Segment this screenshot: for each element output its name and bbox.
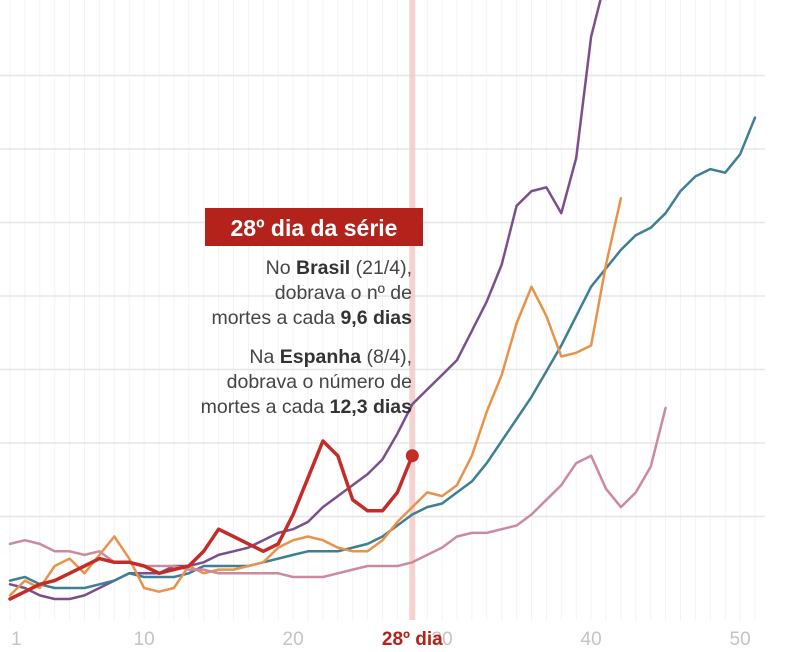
x-tick-highlight-label: 28º dia xyxy=(382,629,443,650)
annotation-espanha-line: mortes a cada 12,3 dias xyxy=(201,396,413,418)
series-line-teal xyxy=(8,116,757,590)
x-tick-label: 10 xyxy=(134,629,155,650)
annotation-espanha-line: dobrava o número de xyxy=(227,371,412,393)
x-tick-label: 20 xyxy=(283,629,304,650)
annotation: 28º dia da série No Brasil (21/4), dobrava… xyxy=(201,208,423,418)
annotation-brasil-line: No Brasil (21/4), xyxy=(266,257,412,279)
x-tick-label: 30 xyxy=(432,629,453,650)
day-28-highlight xyxy=(409,0,416,620)
grid xyxy=(0,0,765,620)
x-tick-label: 40 xyxy=(581,629,602,650)
annotation-brasil-line: dobrava o nº de xyxy=(275,282,412,304)
brasil-day-28-marker xyxy=(405,449,419,463)
annotation-title-box xyxy=(205,208,423,246)
annotation-brasil-line: mortes a cada 9,6 dias xyxy=(211,307,412,329)
annotation-title: 28º dia da série xyxy=(231,215,398,241)
series-line-brasil xyxy=(8,439,415,601)
series-line-orange xyxy=(8,197,623,597)
annotation-espanha-line: Na Espanha (8/4), xyxy=(249,346,412,368)
series-lines xyxy=(8,0,757,601)
x-axis-ticks: 1 10 20 30 40 50 28º dia xyxy=(11,629,751,650)
day-28-band xyxy=(409,0,416,620)
x-tick-label: 1 xyxy=(11,629,22,650)
x-tick-label: 50 xyxy=(730,629,751,650)
